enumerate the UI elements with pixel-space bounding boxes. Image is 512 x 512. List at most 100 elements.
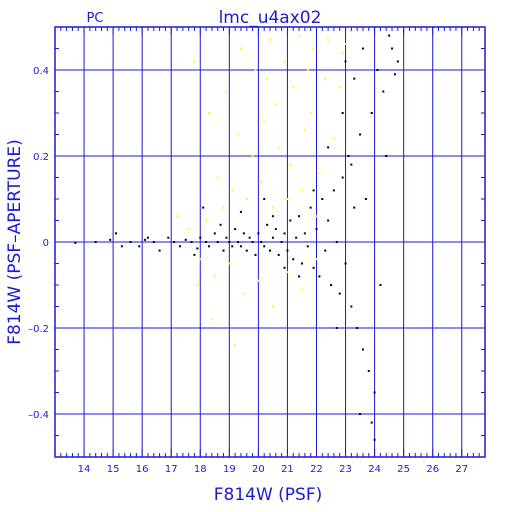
data-point (271, 236, 274, 239)
data-point (277, 253, 280, 256)
data-point (309, 112, 312, 114)
grid-lines (55, 27, 485, 457)
data-point (210, 318, 213, 321)
data-point (120, 245, 123, 248)
data-point (129, 241, 132, 243)
data-point (225, 90, 228, 93)
data-point (338, 292, 341, 295)
data-point (115, 232, 118, 235)
data-point (213, 232, 216, 235)
axis-ticks (54, 26, 486, 458)
data-point (193, 253, 196, 256)
data-point (344, 60, 347, 63)
data-point (251, 241, 254, 243)
data-point (266, 223, 269, 226)
data-point (254, 69, 257, 71)
x-tick-label: 23 (339, 464, 352, 475)
data-point (292, 86, 295, 89)
data-point (318, 275, 321, 278)
data-point (300, 262, 303, 265)
x-tick-label: 15 (107, 464, 120, 475)
data-point (280, 241, 283, 243)
data-point (257, 279, 260, 282)
data-point (263, 245, 266, 248)
data-point (242, 292, 245, 295)
data-point (257, 232, 260, 235)
y-tick-label: 0.4 (33, 66, 49, 77)
data-point (391, 47, 394, 50)
x-tick-label: 14 (78, 464, 91, 475)
data-point (332, 189, 335, 192)
data-point (199, 236, 202, 239)
data-point (138, 245, 141, 248)
data-point (202, 206, 205, 209)
data-point (350, 30, 353, 33)
data-point (370, 421, 373, 424)
data-point (324, 77, 327, 80)
x-tick-label: 17 (165, 464, 178, 475)
x-tick-label: 26 (426, 464, 439, 475)
data-point (344, 43, 347, 46)
data-point (298, 34, 301, 37)
data-point (176, 215, 179, 218)
data-point (341, 176, 344, 179)
data-point (344, 262, 347, 265)
data-point (341, 112, 344, 114)
x-tick-label: 21 (281, 464, 294, 475)
data-point (379, 284, 382, 286)
data-point (318, 172, 321, 175)
data-point (300, 189, 303, 192)
data-point (327, 219, 330, 222)
data-point (367, 370, 370, 372)
data-point (190, 241, 193, 243)
data-point (260, 241, 263, 243)
data-point (341, 51, 344, 54)
data-point (359, 133, 362, 136)
data-point (347, 155, 350, 157)
data-point (356, 327, 359, 329)
data-point (263, 120, 266, 123)
data-point (335, 327, 338, 329)
y-tick-label: 0.2 (33, 152, 49, 163)
data-point (207, 245, 210, 248)
data-point (271, 206, 274, 209)
data-point (248, 236, 251, 239)
data-point (213, 275, 216, 278)
data-point (312, 266, 315, 269)
x-tick-label: 16 (136, 464, 149, 475)
data-point (237, 241, 240, 243)
data-point (286, 198, 289, 200)
data-point (254, 253, 257, 256)
y-tick-label: –0.2 (28, 324, 49, 335)
data-point (353, 77, 356, 80)
data-point (234, 228, 237, 231)
data-point (327, 146, 330, 149)
data-point (327, 38, 330, 41)
data-point (289, 219, 292, 222)
data-point (222, 206, 225, 209)
x-axis-label: F814W (PSF) (214, 485, 323, 505)
data-point (193, 60, 196, 63)
data-point (234, 344, 237, 347)
x-tick-label: 19 (223, 464, 236, 475)
data-point (263, 198, 266, 200)
data-point (196, 247, 199, 250)
data-point (286, 249, 289, 252)
data-point (271, 305, 274, 308)
data-point (364, 198, 367, 200)
data-point (178, 245, 181, 248)
data-point (228, 241, 231, 243)
data-point (167, 236, 170, 239)
data-point (94, 241, 97, 243)
data-point (306, 69, 309, 71)
data-point (321, 198, 324, 200)
data-point (216, 176, 219, 179)
data-point (396, 60, 399, 63)
tick-labels: 14 15 16 17 18 19 20 21 22 23 24 25 26 27 0.4 0.2 0 –0.2 –… (28, 66, 468, 475)
data-point (109, 238, 112, 241)
data-point (274, 228, 277, 231)
data-point (237, 133, 240, 136)
data-point (309, 206, 312, 209)
data-point (274, 103, 277, 106)
